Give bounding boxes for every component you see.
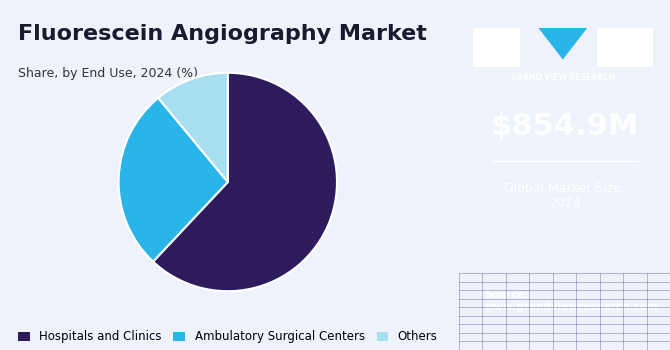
Text: $854.9M: $854.9M — [490, 112, 639, 140]
FancyBboxPatch shape — [596, 28, 653, 66]
Text: Share, by End Use, 2024 (%): Share, by End Use, 2024 (%) — [18, 66, 198, 79]
Text: Source:
www.grandviewresearch.com: Source: www.grandviewresearch.com — [484, 290, 658, 312]
Text: GRAND VIEW RESEARCH: GRAND VIEW RESEARCH — [511, 72, 615, 82]
FancyBboxPatch shape — [473, 28, 520, 66]
Legend: Hospitals and Clinics, Ambulatory Surgical Centers, Others: Hospitals and Clinics, Ambulatory Surgic… — [13, 326, 442, 348]
Wedge shape — [119, 98, 228, 261]
Wedge shape — [153, 73, 337, 291]
Polygon shape — [539, 28, 587, 60]
Text: Fluorescein Angiography Market: Fluorescein Angiography Market — [18, 25, 427, 44]
Wedge shape — [158, 73, 228, 182]
Text: Global Market Size,
2024: Global Market Size, 2024 — [504, 182, 625, 210]
